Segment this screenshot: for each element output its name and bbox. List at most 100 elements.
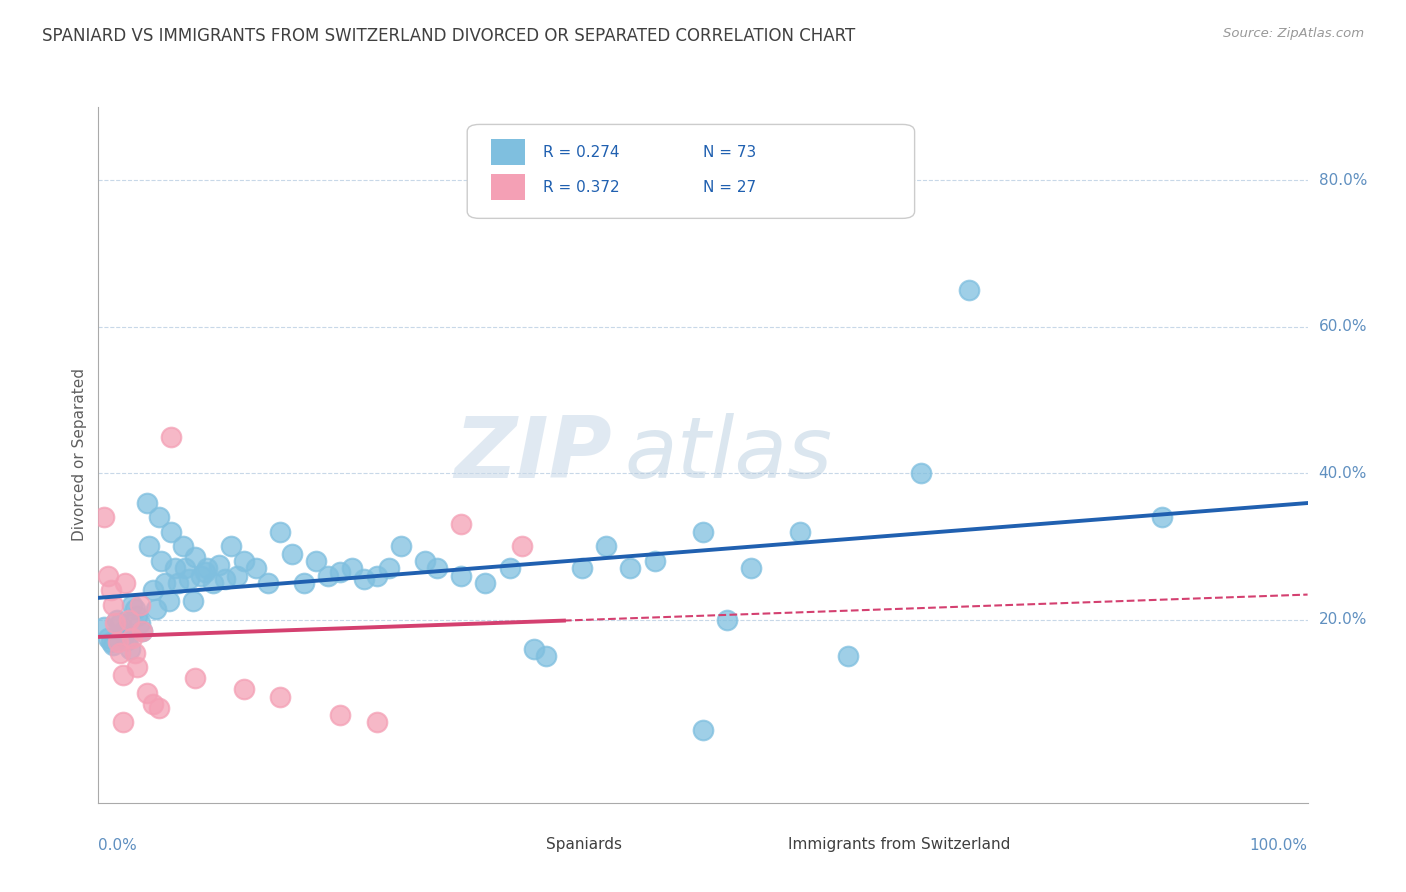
Point (100, 583, 122, 598)
Point (413, 554, 436, 568)
Text: ZIP: ZIP (454, 413, 613, 497)
Point (160, 429, 183, 443)
Point (221, 540, 243, 554)
Point (148, 510, 170, 524)
Point (167, 576, 190, 591)
Point (101, 638, 124, 652)
Text: N = 73: N = 73 (703, 145, 756, 160)
Point (105, 613, 128, 627)
Point (138, 540, 160, 554)
Point (498, 561, 520, 575)
Text: R = 0.372: R = 0.372 (543, 179, 620, 194)
Point (93, 620, 115, 634)
FancyBboxPatch shape (740, 838, 776, 855)
Point (957, 283, 980, 297)
Point (121, 631, 143, 645)
Point (118, 613, 141, 627)
Point (111, 715, 134, 730)
Point (97, 568, 120, 582)
Point (366, 568, 388, 582)
Point (232, 682, 254, 697)
Point (366, 715, 388, 730)
Point (377, 561, 399, 575)
Point (184, 550, 207, 565)
Point (644, 554, 666, 568)
Point (114, 576, 136, 591)
Point (1152, 510, 1174, 524)
Point (135, 686, 157, 700)
Point (157, 594, 180, 608)
Point (450, 568, 472, 582)
Point (692, 723, 714, 737)
Point (142, 697, 165, 711)
Point (128, 598, 150, 612)
Y-axis label: Divorced or Separated: Divorced or Separated (72, 368, 87, 541)
Point (184, 671, 207, 685)
Point (107, 634, 129, 648)
Point (108, 646, 131, 660)
Point (837, 649, 859, 664)
Point (150, 554, 173, 568)
Point (93, 510, 115, 524)
Point (121, 598, 143, 612)
Point (571, 561, 593, 575)
Point (329, 565, 352, 579)
Point (316, 568, 339, 582)
Point (174, 561, 197, 575)
Point (510, 540, 533, 554)
Point (329, 707, 352, 722)
Point (305, 554, 328, 568)
Text: 40.0%: 40.0% (1319, 466, 1367, 481)
Point (450, 517, 472, 532)
Point (163, 561, 186, 575)
Point (124, 646, 146, 660)
Point (195, 561, 218, 575)
Point (226, 568, 249, 582)
Point (111, 667, 134, 681)
Point (474, 576, 496, 591)
Text: Spaniards: Spaniards (546, 837, 621, 852)
Point (523, 642, 546, 657)
Point (142, 583, 165, 598)
Point (910, 467, 932, 481)
Point (426, 561, 449, 575)
Point (256, 576, 278, 591)
Point (135, 495, 157, 509)
Point (153, 576, 176, 591)
Point (789, 524, 811, 539)
Point (534, 649, 557, 664)
Text: atlas: atlas (624, 413, 832, 497)
Text: N = 27: N = 27 (703, 179, 756, 194)
Text: SPANIARD VS IMMIGRANTS FROM SWITZERLAND DIVORCED OR SEPARATED CORRELATION CHART: SPANIARD VS IMMIGRANTS FROM SWITZERLAND … (42, 27, 855, 45)
Text: 100.0%: 100.0% (1250, 838, 1308, 853)
Text: 80.0%: 80.0% (1319, 173, 1367, 188)
Point (104, 616, 127, 631)
Point (245, 561, 267, 575)
Point (128, 616, 150, 631)
Point (281, 547, 304, 561)
Point (97, 631, 120, 645)
FancyBboxPatch shape (492, 139, 526, 166)
Point (114, 627, 136, 641)
FancyBboxPatch shape (467, 124, 915, 219)
Point (118, 642, 141, 657)
Point (232, 554, 254, 568)
Point (131, 624, 153, 638)
Point (145, 601, 167, 615)
Point (389, 540, 412, 554)
Text: 20.0%: 20.0% (1319, 612, 1367, 627)
Text: Source: ZipAtlas.com: Source: ZipAtlas.com (1223, 27, 1364, 40)
Point (292, 576, 315, 591)
Point (111, 624, 134, 638)
Text: 60.0%: 60.0% (1319, 319, 1367, 334)
Point (595, 540, 617, 554)
Point (190, 568, 212, 582)
Text: 0.0%: 0.0% (98, 838, 138, 853)
Point (117, 633, 139, 648)
Point (160, 524, 183, 539)
Point (101, 598, 124, 612)
Point (202, 576, 225, 591)
Point (342, 561, 364, 575)
Point (100, 634, 122, 648)
Point (269, 690, 291, 704)
